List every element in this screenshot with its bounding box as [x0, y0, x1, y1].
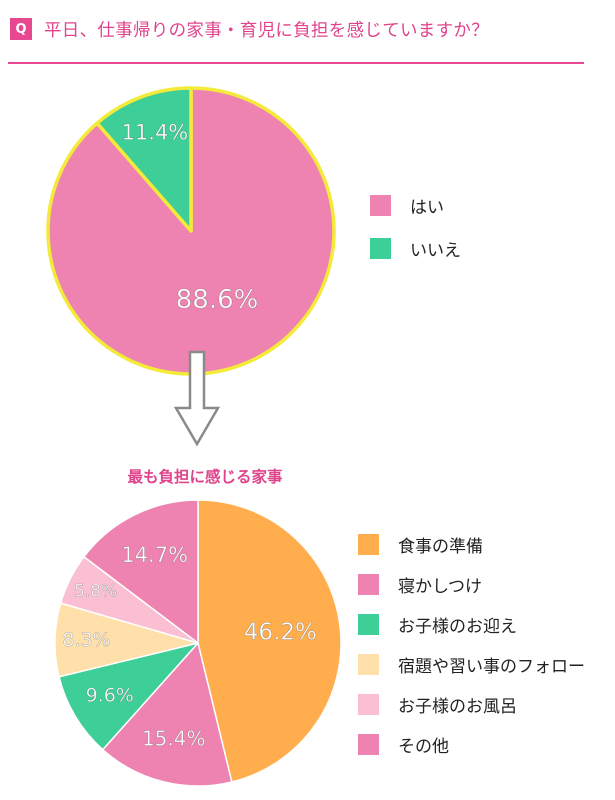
down-arrow-icon	[173, 350, 221, 447]
legend-item: お子様のお風呂	[358, 692, 585, 717]
legend-swatch	[358, 574, 379, 595]
legend-item: 食事の準備	[358, 532, 585, 557]
pie-chart-burden: 88.6% 11.4%	[46, 86, 336, 376]
legend-item: いいえ	[370, 236, 461, 261]
pie-slice	[102, 642, 233, 787]
legend-swatch	[358, 534, 379, 555]
legend-label: はい	[410, 198, 444, 218]
pie-slice	[58, 642, 199, 751]
legend-chores: 食事の準備寝かしつけお子様のお迎え宿題や習い事のフォロー お子様のお風呂 その他	[358, 532, 585, 772]
legend-swatch	[370, 195, 391, 216]
legend-swatch	[358, 694, 379, 715]
pie-data-label: 15.4%	[142, 727, 206, 751]
legend-label: お子様のお風呂	[398, 697, 517, 717]
pie-slice	[197, 499, 342, 783]
legend-label: 寝かしつけ	[398, 577, 482, 597]
legend-item: 宿題や習い事のフォロー	[358, 652, 585, 677]
pie-data-label: 46.2%	[244, 620, 317, 646]
legend-swatch	[358, 654, 379, 675]
pie-data-label: 9.6%	[86, 684, 134, 706]
pie-slice	[83, 499, 199, 644]
legend-label: その他	[398, 737, 449, 757]
pie-data-label: 5.8%	[74, 582, 117, 602]
question-header: Q 平日、仕事帰りの家事・育児に負担を感じていますか？	[8, 14, 588, 48]
chart-title-chores: 最も負担に感じる家事	[127, 468, 283, 486]
legend-item: 寝かしつけ	[358, 572, 585, 597]
legend-label: いいえ	[410, 241, 461, 261]
question-text: 平日、仕事帰りの家事・育児に負担を感じていますか？	[44, 21, 489, 41]
pie-data-label: 14.7%	[121, 543, 188, 567]
pie-data-label: 88.6%	[176, 285, 259, 315]
legend-burden: はい いいえ	[370, 193, 461, 279]
legend-item: その他	[358, 732, 585, 757]
legend-label: お子様のお迎え	[398, 617, 517, 637]
pie-data-label: 11.4%	[122, 121, 189, 145]
pie-data-label: 8.3%	[62, 629, 110, 651]
legend-item: はい	[370, 193, 461, 218]
legend-label: 宿題や習い事のフォロー	[398, 657, 585, 677]
legend-item: お子様のお迎え	[358, 612, 585, 637]
legend-label: 食事の準備	[398, 537, 483, 557]
legend-swatch	[358, 734, 379, 755]
legend-swatch	[370, 238, 391, 259]
pie-chart-chores: 46.2% 15.4% 9.6% 8.3% 5.8%14.7%	[54, 499, 342, 787]
legend-swatch	[358, 614, 379, 635]
question-divider	[8, 62, 584, 64]
question-badge: Q	[10, 18, 32, 40]
pie-slice	[95, 86, 193, 233]
